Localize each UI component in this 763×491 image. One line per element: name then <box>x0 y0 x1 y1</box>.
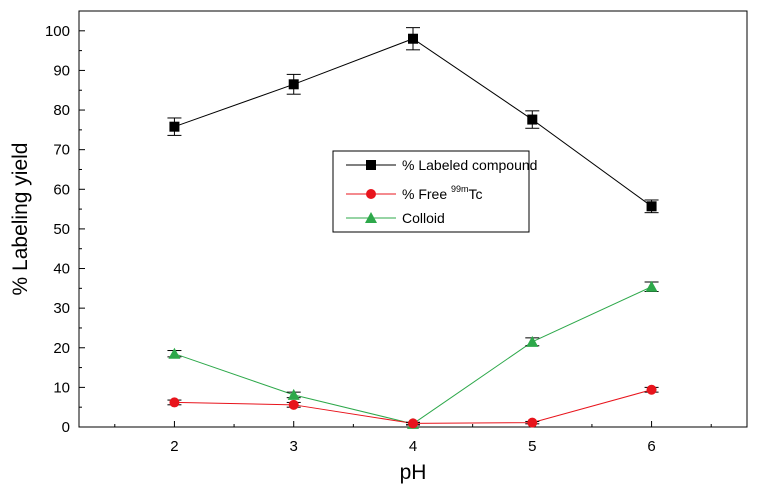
y-tick-label: 0 <box>62 419 70 436</box>
legend-item: % Free 99mTc <box>346 184 483 202</box>
y-tick-label: 80 <box>53 102 70 119</box>
y-tick-label: 10 <box>53 379 70 396</box>
y-tick-label: 20 <box>53 340 70 357</box>
legend-items: % Labeled compound % Free 99mTc Colloid <box>346 157 537 226</box>
legend-marker <box>366 160 376 170</box>
data-point <box>168 347 181 359</box>
data-point <box>288 79 299 90</box>
y-tick-label: 70 <box>53 142 70 159</box>
x-tick-label: 5 <box>528 438 536 455</box>
data-point <box>527 114 538 125</box>
y-tick-label: 40 <box>53 261 70 278</box>
legend-item: Colloid <box>346 210 445 226</box>
legend-label: Colloid <box>402 210 445 226</box>
y-tick-label: 30 <box>53 300 70 317</box>
legend: % Labeled compound % Free 99mTc Colloid <box>332 150 537 233</box>
legend-item: % Labeled compound <box>346 157 537 173</box>
data-point <box>646 201 657 212</box>
x-tick-label: 2 <box>170 438 178 455</box>
x-tick-label: 4 <box>409 438 417 455</box>
data-point <box>169 121 180 132</box>
data-point <box>527 417 538 428</box>
series-2 <box>167 280 659 429</box>
data-point <box>287 388 300 400</box>
data-point <box>408 33 418 44</box>
y-axis: 0 10 20 30 40 50 60 70 80 90 100 <box>45 23 85 436</box>
legend-marker <box>365 212 377 223</box>
y-tick-label: 90 <box>53 62 70 79</box>
legend-marker <box>366 189 376 199</box>
x-axis-title: pH <box>400 461 427 484</box>
data-point <box>645 280 658 292</box>
series-layer <box>167 27 659 429</box>
data-point <box>526 335 539 347</box>
data-point <box>408 418 418 429</box>
legend-label: % Labeled compound <box>402 157 537 173</box>
y-tick-label: 60 <box>53 181 70 198</box>
y-axis-title: % Labeling yield <box>9 143 32 296</box>
x-tick-label: 6 <box>647 438 655 455</box>
x-axis: 2 3 4 5 6 <box>114 421 712 455</box>
legend-label: % Free 99mTc <box>402 184 483 202</box>
data-point <box>646 384 657 395</box>
series-1 <box>167 384 659 429</box>
series-0 <box>167 27 659 214</box>
x-tick-label: 3 <box>290 438 298 455</box>
series-line <box>174 286 652 425</box>
data-point <box>288 399 299 410</box>
y-tick-label: 50 <box>53 221 70 238</box>
y-tick-label: 100 <box>45 23 70 40</box>
data-point <box>169 397 180 408</box>
